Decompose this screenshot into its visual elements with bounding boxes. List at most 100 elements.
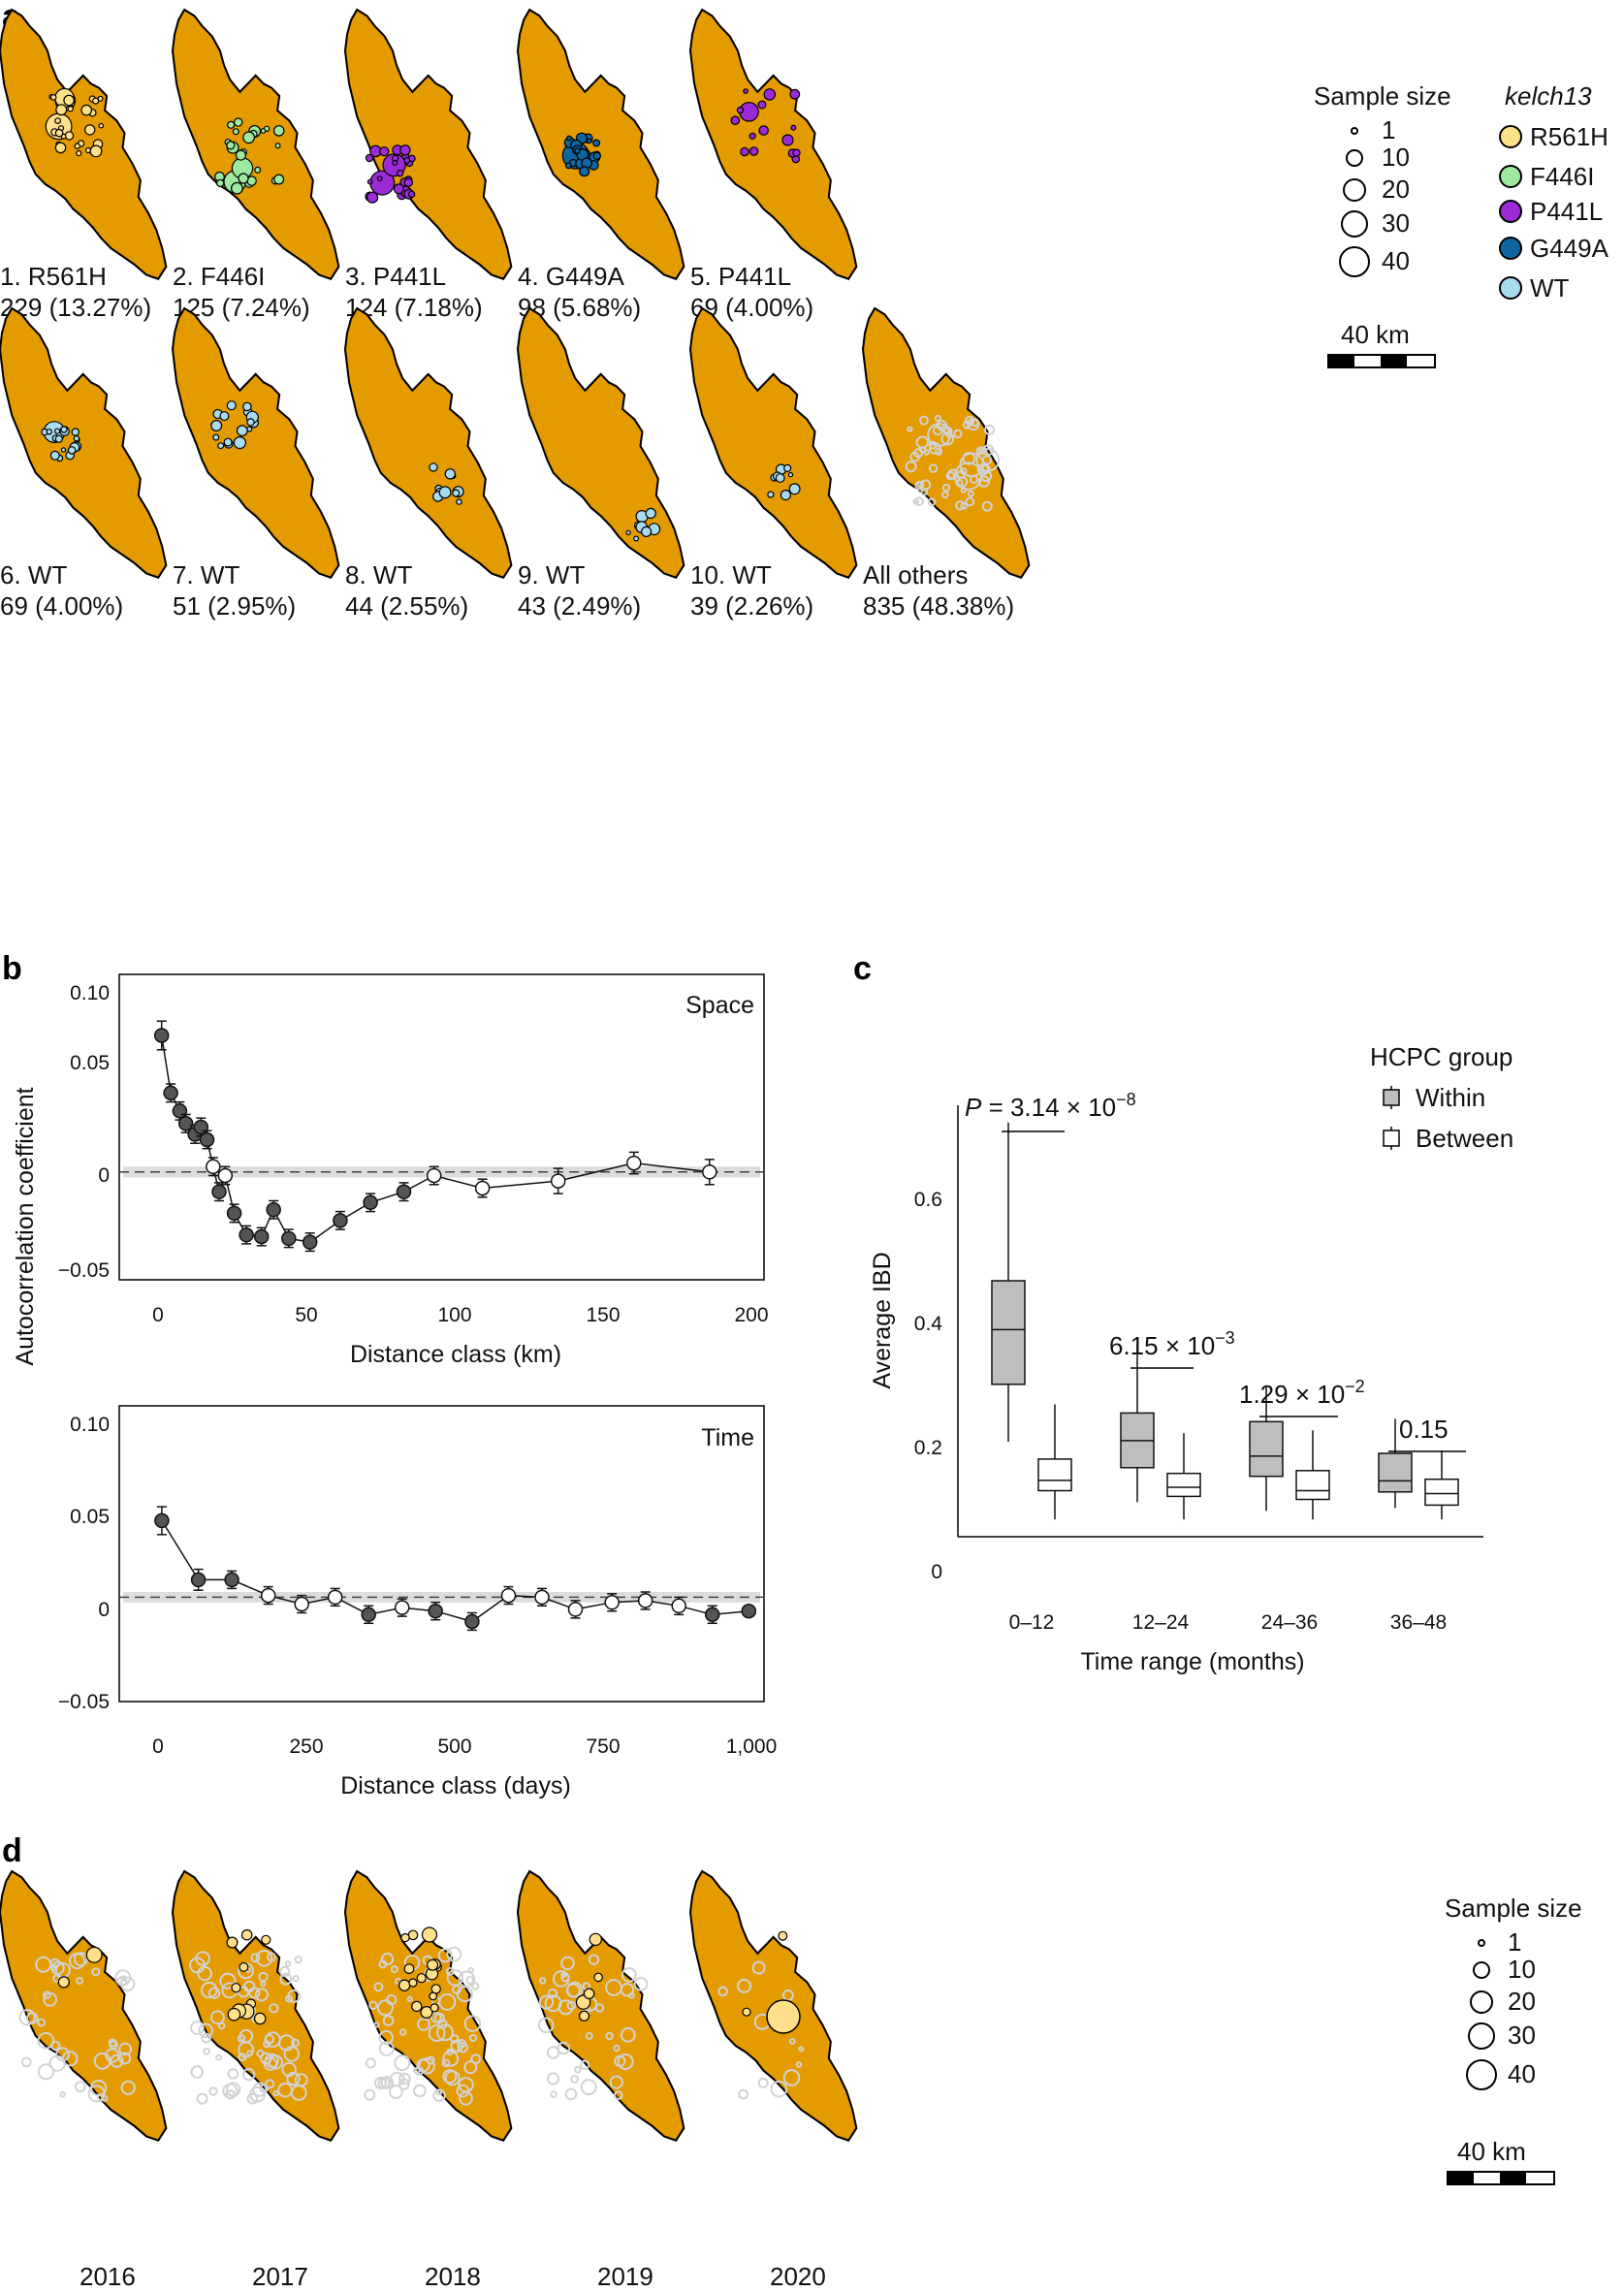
sample-site-marker	[955, 479, 964, 487]
box	[1037, 1458, 1072, 1492]
map-rank-label: 6. WT	[0, 560, 67, 589]
sample-site-marker	[743, 88, 748, 94]
panel-c-xtick: 0–12	[1009, 1611, 1055, 1634]
sample-site-marker	[960, 487, 968, 493]
sample-site-marker	[430, 2003, 439, 2013]
map-count-label: 835 (48.38%)	[863, 591, 1014, 621]
sample-site-marker	[780, 490, 792, 501]
sample-site-marker	[196, 2092, 208, 2105]
data-point	[702, 1164, 717, 1180]
sample-site-marker	[376, 175, 383, 182]
sample-site-marker	[605, 2031, 614, 2041]
sample-site-marker	[782, 2069, 801, 2086]
size-legend-swatch-20	[1343, 178, 1366, 202]
sample-site-marker	[258, 1971, 269, 1983]
between-swatch	[1383, 1130, 1400, 1147]
sample-site-marker	[227, 2068, 239, 2080]
sample-site-marker	[240, 1928, 253, 1941]
sample-site-marker	[49, 94, 57, 101]
sample-site-marker	[905, 461, 917, 473]
sample-site-marker	[273, 174, 285, 185]
data-point	[190, 1572, 207, 1588]
sample-site-marker	[641, 525, 653, 537]
sample-site-marker	[403, 157, 411, 164]
sample-site-marker	[294, 1956, 303, 1964]
sample-site-marker	[955, 500, 966, 511]
sample-site-marker	[226, 400, 237, 411]
sample-site-marker	[736, 106, 745, 114]
region-map	[0, 1869, 168, 2142]
data-point	[474, 1180, 491, 1196]
sample-site-marker	[203, 2047, 210, 2055]
sample-site-marker	[742, 2007, 751, 2017]
year-map-2018: 2018	[343, 1869, 513, 2291]
map-count-label: 51 (2.95%)	[173, 591, 296, 621]
sample-site-marker	[114, 1969, 132, 1987]
sample-site-marker	[458, 2077, 474, 2093]
sample-site-marker	[458, 1970, 476, 1989]
sample-site-marker	[737, 1978, 752, 1993]
sample-site-marker	[947, 468, 959, 480]
box	[1249, 1420, 1284, 1478]
sample-site-marker	[605, 1979, 622, 1996]
year-label: 2017	[252, 2262, 308, 2291]
sample-site-marker	[83, 124, 96, 136]
sample-site-marker	[18, 2009, 36, 2026]
data-point	[626, 1155, 642, 1171]
sample-site-marker	[981, 455, 993, 465]
sample-site-marker	[396, 169, 404, 177]
sample-site-marker	[594, 2003, 605, 2013]
map-rank-label: 8. WT	[345, 560, 412, 589]
panel-a-scale-bar: 40 km	[1327, 320, 1436, 368]
sample-site-marker	[566, 1981, 584, 1998]
sample-site-marker	[365, 2057, 376, 2069]
sample-site-marker	[574, 2065, 582, 2074]
map-rank-label: 10. WT	[690, 560, 772, 589]
map-rank-label: 3. P441L	[345, 262, 446, 291]
region-map	[688, 8, 858, 280]
sample-site-marker	[790, 124, 797, 131]
sample-site-marker	[758, 125, 769, 136]
sample-site-marker	[63, 94, 75, 107]
pvalue-exponent: −2	[1345, 1377, 1365, 1396]
pvalue-p-symbol: P	[965, 1093, 982, 1122]
panel-c-ytick: 0.4	[914, 1313, 943, 1335]
sample-site-marker	[537, 2017, 555, 2034]
sample-site-marker	[620, 2026, 636, 2043]
sample-site-marker	[471, 1982, 480, 1990]
data-point	[361, 1607, 376, 1623]
size-legend-label: 10	[1382, 143, 1410, 172]
map-rank-label: 9. WT	[518, 560, 585, 589]
sample-site-marker	[941, 491, 949, 499]
sample-site-marker	[73, 1952, 88, 1967]
time-ytick: −0.05	[58, 1691, 110, 1713]
panel-a-size-legend: Sample size 1 10 20 30 40	[1314, 81, 1451, 277]
year-map-2019: 2019	[516, 1869, 685, 2291]
data-point	[154, 1512, 170, 1529]
size-legend-label: 40	[1382, 246, 1410, 275]
sample-site-marker	[294, 2073, 308, 2087]
sample-site-marker	[411, 2000, 423, 2013]
size-legend-swatch-40	[1466, 2059, 1497, 2090]
sample-site-marker	[406, 1995, 413, 2002]
data-point	[206, 1159, 221, 1175]
sample-site-marker	[283, 2046, 301, 2062]
sample-site-marker	[795, 2061, 803, 2068]
sample-site-marker	[37, 2032, 55, 2050]
time-xtick: 1,000	[726, 1735, 778, 1758]
data-point	[534, 1589, 550, 1606]
sample-site-marker	[778, 1930, 788, 1941]
panel-c-ytick: 0	[931, 1561, 942, 1583]
sample-site-marker	[557, 2041, 571, 2055]
sample-site-marker	[798, 2046, 805, 2053]
panel-b: Autocorrelation coefficient Space 0.10 0…	[12, 973, 778, 1799]
sample-site-marker	[767, 491, 775, 498]
sample-site-marker	[757, 2077, 769, 2088]
panel-d: 2016 2017 2018 2019 2020	[0, 1869, 858, 2291]
sample-site-marker	[373, 2021, 380, 2028]
sample-site-marker	[98, 122, 105, 129]
sample-site-marker	[37, 2018, 47, 2027]
sample-site-marker	[546, 2046, 560, 2059]
